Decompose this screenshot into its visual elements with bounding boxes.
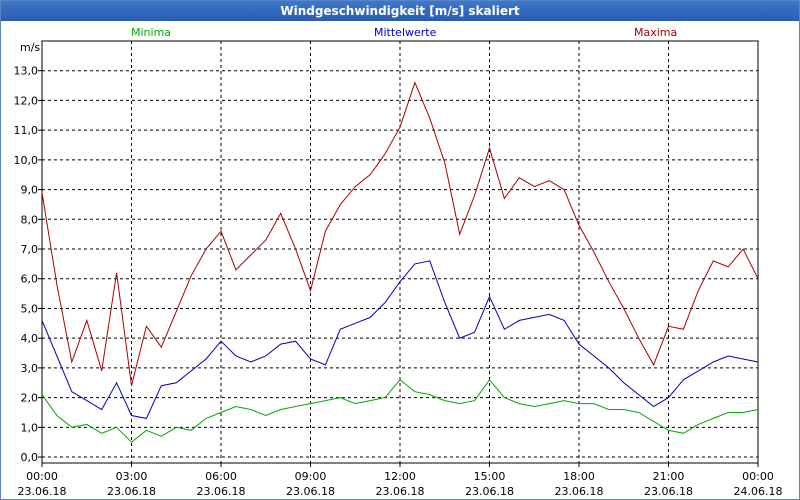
legend-mittelwerte: Mittelwerte bbox=[374, 26, 437, 39]
x-tick-label-time: 09:00 bbox=[295, 470, 327, 483]
legend-maxima: Maxima bbox=[634, 26, 678, 39]
plot-frame bbox=[41, 40, 759, 464]
y-tick-label: 6,0 bbox=[21, 273, 39, 286]
y-tick-label: 8,0 bbox=[21, 213, 39, 226]
y-tick-label: 2,0 bbox=[21, 392, 39, 405]
x-tick-label-date: 23.06.18 bbox=[644, 485, 693, 498]
x-tick-label-time: 18:00 bbox=[563, 470, 595, 483]
mittelwerte-series-line bbox=[41, 260, 759, 419]
y-tick-label: 12,0 bbox=[14, 94, 39, 107]
y-tick-label: 11,0 bbox=[14, 124, 39, 137]
maxima-series-line bbox=[41, 81, 759, 386]
x-tick-label-time: 03:00 bbox=[116, 470, 148, 483]
x-tick-label-time: 21:00 bbox=[653, 470, 685, 483]
x-tick-label-date: 23.06.18 bbox=[555, 485, 604, 498]
y-tick-label: 5,0 bbox=[21, 302, 39, 315]
x-tick-label-time: 00:00 bbox=[26, 470, 58, 483]
y-tick-label: 7,0 bbox=[21, 243, 39, 256]
y-tick-label: 13,0 bbox=[14, 65, 39, 78]
minima-series-line bbox=[41, 378, 759, 443]
legend-minima: Minima bbox=[131, 26, 172, 39]
x-tick-label-date: 24.06.18 bbox=[734, 485, 783, 498]
x-tick-label-time: 15:00 bbox=[474, 470, 506, 483]
y-tick-label: 3,0 bbox=[21, 362, 39, 375]
chart-title: Windgeschwindigkeit [m/s] skaliert bbox=[1, 1, 799, 21]
y-tick-label: 1,0 bbox=[21, 421, 39, 434]
x-tick-label-date: 23.06.18 bbox=[197, 485, 246, 498]
y-tick-label: 0,0 bbox=[21, 451, 39, 464]
x-tick-label-date: 23.06.18 bbox=[107, 485, 156, 498]
x-tick-label-time: 06:00 bbox=[205, 470, 237, 483]
x-tick-label-date: 23.06.18 bbox=[465, 485, 514, 498]
x-tick-label-date: 23.06.18 bbox=[376, 485, 425, 498]
x-tick-label-date: 23.06.18 bbox=[18, 485, 67, 498]
y-tick-label: 10,0 bbox=[14, 154, 39, 167]
x-tick-label-date: 23.06.18 bbox=[286, 485, 335, 498]
y-axis-unit: m/s bbox=[20, 41, 41, 54]
x-tick-label-time: 12:00 bbox=[384, 470, 416, 483]
y-tick-label: 4,0 bbox=[21, 332, 39, 345]
y-tick-label: 9,0 bbox=[21, 184, 39, 197]
x-tick-label-time: 00:00 bbox=[742, 470, 774, 483]
